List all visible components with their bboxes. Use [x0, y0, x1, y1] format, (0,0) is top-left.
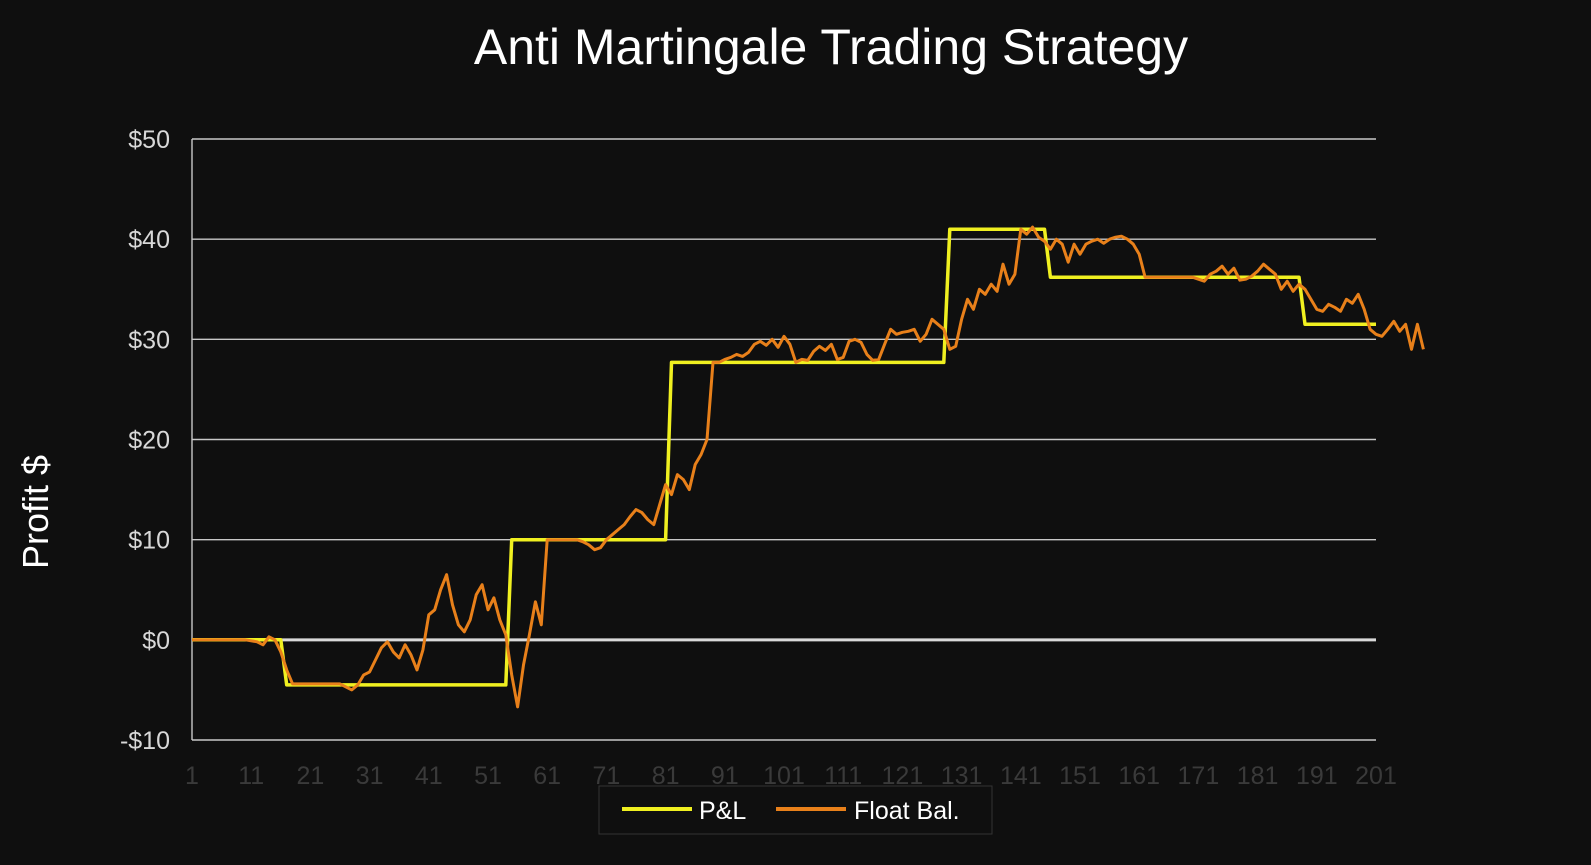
x-tick-label: 11 — [238, 762, 264, 790]
x-tick-label: 81 — [652, 762, 680, 790]
x-tick-label: 181 — [1237, 762, 1279, 790]
series-lines — [192, 225, 1425, 709]
x-tick-label: 151 — [1059, 762, 1101, 790]
chart-title: Anti Martingale Trading Strategy — [474, 19, 1188, 75]
series-line-float-bal — [192, 225, 1425, 709]
x-tick-label: 111 — [824, 762, 862, 790]
x-tick-label: 161 — [1118, 762, 1160, 790]
legend-label-pnl: P&L — [699, 797, 746, 825]
y-tick-label: $50 — [128, 126, 170, 154]
x-tick-label: 131 — [941, 762, 983, 790]
y-tick-label: $10 — [128, 527, 170, 555]
x-tick-label: 101 — [763, 762, 805, 790]
y-tick-label: $0 — [142, 627, 170, 655]
x-tick-label: 1 — [185, 762, 199, 790]
gridlines — [192, 138, 1376, 741]
x-tick-labels: 1 11 21 31 41 51 61 71 81 91 101 111 121 131 141 151 161… — [185, 762, 1397, 790]
y-tick-label: $20 — [128, 427, 170, 455]
legend: P&L Float Bal. — [598, 785, 993, 835]
x-tick-label: 141 — [1000, 762, 1042, 790]
y-tick-label: -$10 — [120, 727, 170, 755]
y-tick-label: $30 — [128, 326, 170, 354]
y-tick-label: $40 — [128, 226, 170, 254]
y-tick-labels: $50 $40 $30 $20 $10 $0 -$10 — [120, 126, 170, 755]
x-tick-label: 61 — [533, 762, 561, 790]
y-axis-label: Profit $ — [15, 455, 56, 569]
x-tick-label: 41 — [415, 762, 443, 790]
x-tick-label: 171 — [1178, 762, 1220, 790]
x-tick-label: 51 — [474, 762, 502, 790]
x-tick-label: 121 — [882, 762, 924, 790]
x-tick-label: 191 — [1296, 762, 1338, 790]
x-tick-label: 71 — [592, 762, 620, 790]
x-tick-label: 21 — [296, 762, 324, 790]
legend-label-float-bal: Float Bal. — [854, 797, 960, 825]
x-tick-label: 201 — [1355, 762, 1397, 790]
x-tick-label: 31 — [356, 762, 384, 790]
x-tick-label: 91 — [711, 762, 739, 790]
